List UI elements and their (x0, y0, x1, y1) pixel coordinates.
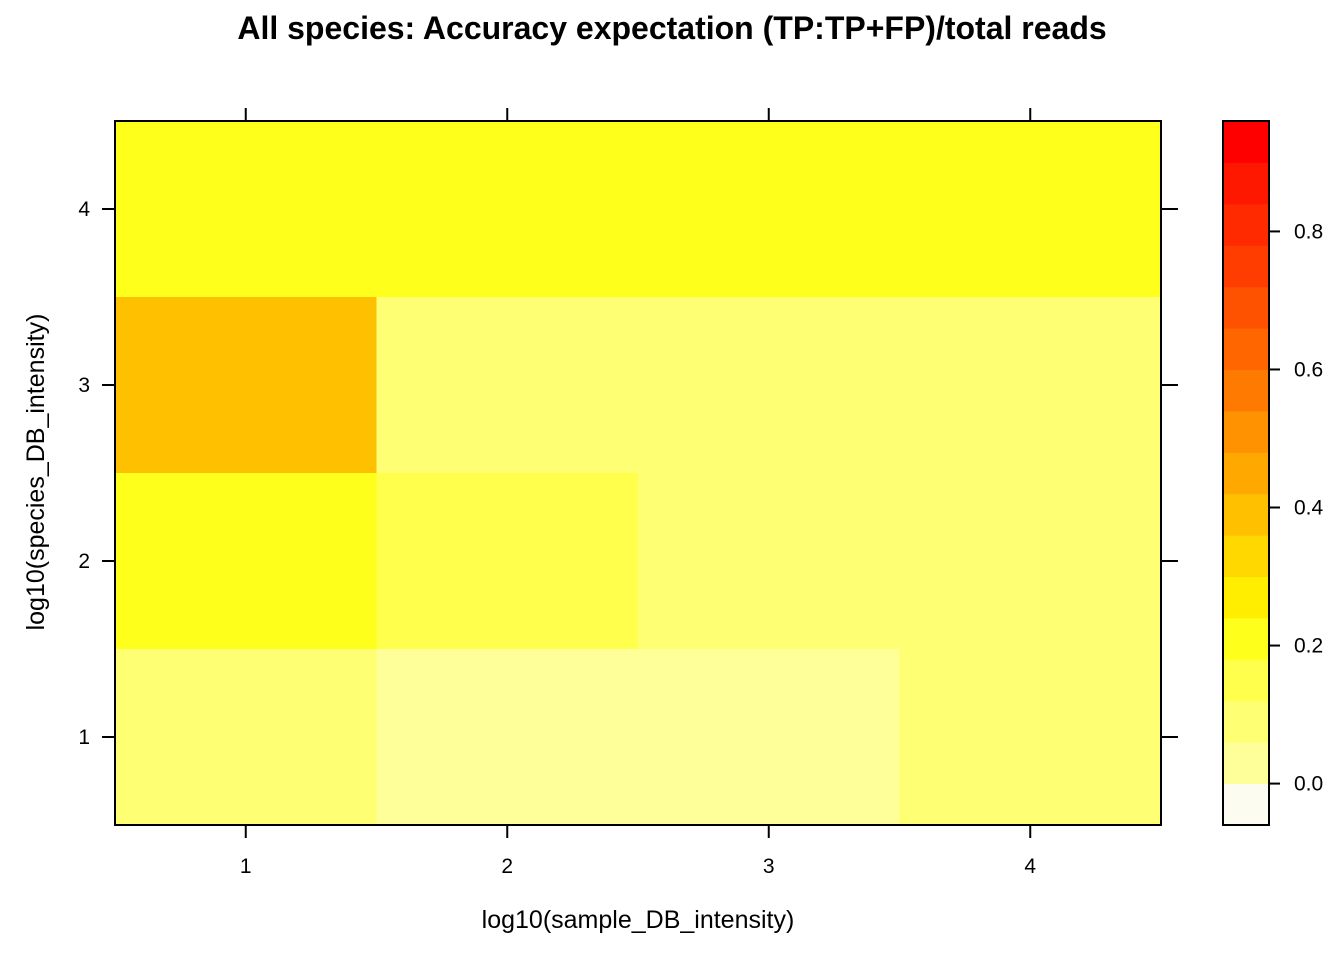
heatmap-cell (115, 121, 377, 297)
colorbar-swatch (1223, 452, 1269, 495)
heatmap-cell (115, 649, 377, 825)
colorbar-swatch (1223, 659, 1269, 702)
colorbar-frame (1222, 120, 1270, 826)
colorbar-tick-label: 0.6 (1294, 358, 1323, 381)
heatmap-cell (899, 297, 1161, 473)
colorbar-tick-label: 0.8 (1294, 220, 1323, 243)
y-tick-label: 4 (78, 198, 90, 221)
heatmap-cell (638, 473, 900, 649)
y-axis-label: log10(species_DB_intensity) (22, 314, 50, 631)
heatmap-cell (638, 121, 900, 297)
colorbar-swatch (1223, 493, 1269, 536)
colorbar-swatch (1223, 121, 1269, 163)
heatmap-cell (638, 649, 900, 825)
axes: 1 2 3 4 1 2 3 4 (78, 108, 1178, 878)
colorbar-swatch (1223, 286, 1269, 329)
colorbar-tick-label: 0.2 (1294, 635, 1323, 658)
heatmap-cell (899, 473, 1161, 649)
colorbar-swatch (1223, 162, 1269, 205)
colorbar-swatch (1223, 576, 1269, 619)
colorbar-swatch (1223, 328, 1269, 370)
colorbar-swatch (1223, 369, 1269, 412)
plot-frame (114, 120, 1162, 826)
colorbar-swatch (1223, 783, 1269, 826)
colorbar: 0.0 0.2 0.4 0.6 0.8 (1222, 120, 1324, 826)
heatmap-cell (115, 297, 377, 473)
heatmap-cell (376, 121, 638, 297)
colorbar-swatch (1223, 410, 1269, 453)
x-tick-label: 3 (763, 855, 775, 878)
x-tick-label: 4 (1024, 855, 1036, 878)
colorbar-swatch (1223, 203, 1269, 246)
y-tick-label: 1 (78, 726, 90, 749)
y-tick-label: 2 (78, 550, 90, 573)
x-axis-label: log10(sample_DB_intensity) (482, 906, 795, 934)
colorbar-swatch (1223, 742, 1269, 785)
heatmap-cell (376, 473, 638, 649)
heatmap-cell (376, 649, 638, 825)
colorbar-swatch (1223, 245, 1269, 288)
colorbar-swatch (1223, 535, 1269, 578)
colorbar-tick-label: 0.0 (1294, 773, 1323, 796)
x-tick-label: 1 (240, 855, 252, 878)
x-tick-label: 2 (501, 855, 513, 878)
y-tick-label: 3 (78, 374, 90, 397)
heatmap-cell (899, 121, 1161, 297)
heatmap-cell (899, 649, 1161, 825)
heatmap-cells (115, 121, 1161, 825)
colorbar-swatch (1223, 617, 1269, 660)
chart-title: All species: Accuracy expectation (TP:TP… (237, 10, 1107, 46)
heatmap-cell (115, 473, 377, 649)
colorbar-swatch (1223, 700, 1269, 743)
heatmap-cell (376, 297, 638, 473)
colorbar-tick-label: 0.4 (1294, 497, 1324, 520)
heatmap-cell (638, 297, 900, 473)
